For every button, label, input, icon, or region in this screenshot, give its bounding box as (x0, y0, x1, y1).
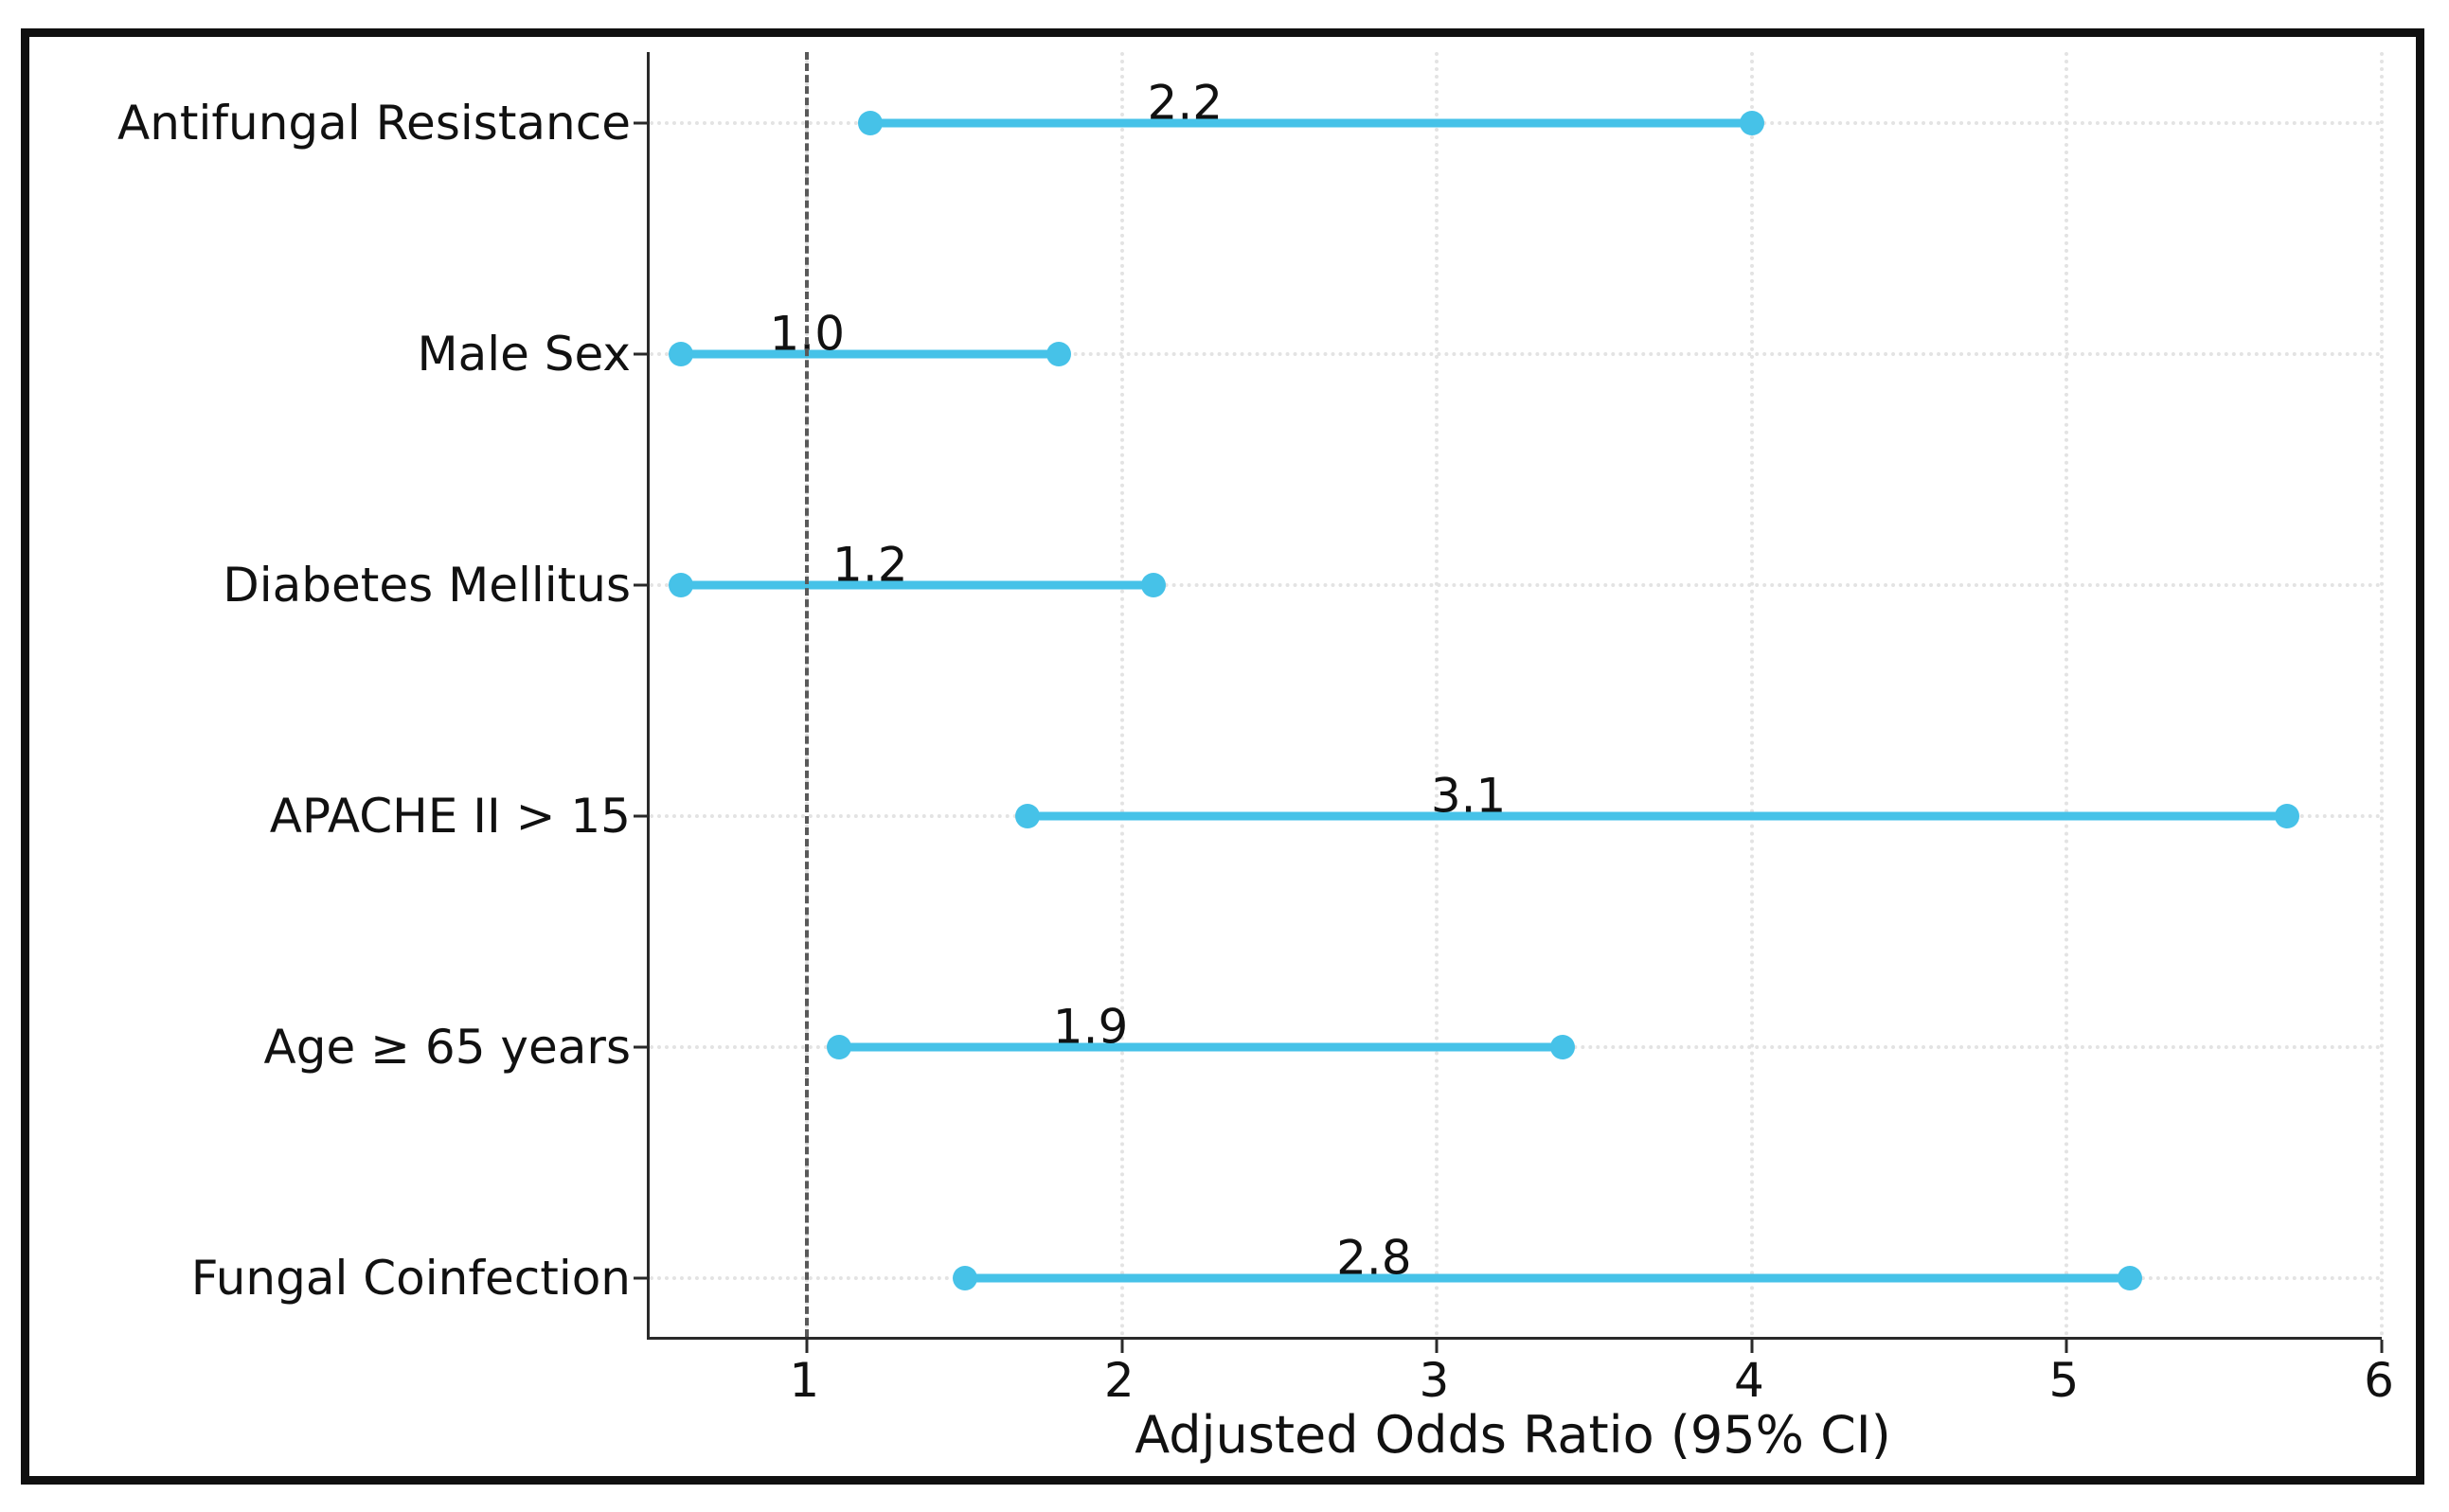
ci-bar (838, 1042, 1564, 1052)
or-annotation: 3.1 (1430, 768, 1507, 824)
ci-endpoint-dot-high (2117, 1266, 2142, 1290)
x-tick-label: 4 (1734, 1353, 1764, 1408)
x-tick-mark (2380, 1340, 2384, 1353)
or-annotation: 2.8 (1336, 1230, 1412, 1286)
x-tick-mark (2065, 1340, 2068, 1353)
ci-bar (964, 1273, 2130, 1283)
category-label: Diabetes Mellitus (223, 558, 631, 613)
or-annotation: 1.2 (832, 537, 908, 593)
y-axis-category-labels: Antifungal Resistance Male Sex Diabetes Me… (0, 52, 631, 1337)
y-tick-mark (634, 814, 647, 818)
y-tick-mark (634, 352, 647, 356)
v-gridline (2065, 52, 2069, 1337)
ci-endpoint-dot-low (857, 111, 883, 135)
category-label: Age ≥ 65 years (263, 1020, 632, 1075)
ci-bar (1028, 811, 2288, 821)
h-gridline (650, 352, 2382, 356)
or-annotation: 2.2 (1147, 75, 1224, 131)
plot-area: 2.2 1.0 1.2 3.1 1.9 2.8 (634, 52, 2384, 1353)
x-tick-mark (1750, 1340, 1754, 1353)
x-tick-label: 5 (2048, 1353, 2080, 1408)
y-tick-mark (634, 1276, 647, 1280)
ci-bar (681, 580, 1154, 590)
ci-endpoint-dot-low (952, 1266, 977, 1290)
category-label: Fungal Coinfection (190, 1251, 631, 1306)
ci-endpoint-dot-high (1141, 573, 1167, 597)
x-tick-label: 1 (789, 1353, 820, 1408)
ci-endpoint-dot-low (826, 1035, 851, 1059)
x-tick-mark (1120, 1340, 1124, 1353)
category-label: Male Sex (417, 327, 631, 382)
h-gridline (650, 583, 2382, 587)
x-tick-label: 3 (1419, 1353, 1450, 1408)
v-gridline (2380, 52, 2384, 1337)
ci-endpoint-dot-low (1015, 804, 1041, 828)
y-tick-mark (634, 583, 647, 587)
ci-endpoint-dot-high (1739, 111, 1764, 135)
x-axis-title: Adjusted Odds Ratio (95% CI) (1135, 1405, 1891, 1465)
or-annotation: 1.9 (1052, 999, 1129, 1055)
ci-endpoint-dot-high (1550, 1035, 1576, 1059)
ci-endpoint-dot-high (2275, 804, 2300, 828)
ci-bar (681, 349, 1060, 359)
v-gridline (1435, 52, 1439, 1337)
x-tick-mark (1435, 1340, 1439, 1353)
v-gridline (1119, 52, 1124, 1337)
category-label: Antifungal Resistance (117, 96, 631, 151)
x-axis-tick-labels: 1 2 3 4 5 6 (647, 1340, 2394, 1408)
x-tick-label: 6 (2364, 1353, 2394, 1408)
x-tick-mark (805, 1340, 809, 1353)
x-tick-label: 2 (1103, 1353, 1135, 1408)
y-tick-mark (634, 1045, 647, 1049)
figure-border (21, 28, 2424, 1485)
reference-line (805, 52, 810, 1337)
ci-bar (869, 118, 1752, 128)
category-label: APACHE II > 15 (269, 789, 631, 844)
ci-endpoint-dot-low (669, 342, 694, 366)
ci-endpoint-dot-high (1046, 342, 1072, 366)
y-tick-mark (634, 121, 647, 125)
v-gridline (1749, 52, 1754, 1337)
ci-endpoint-dot-low (669, 573, 694, 597)
